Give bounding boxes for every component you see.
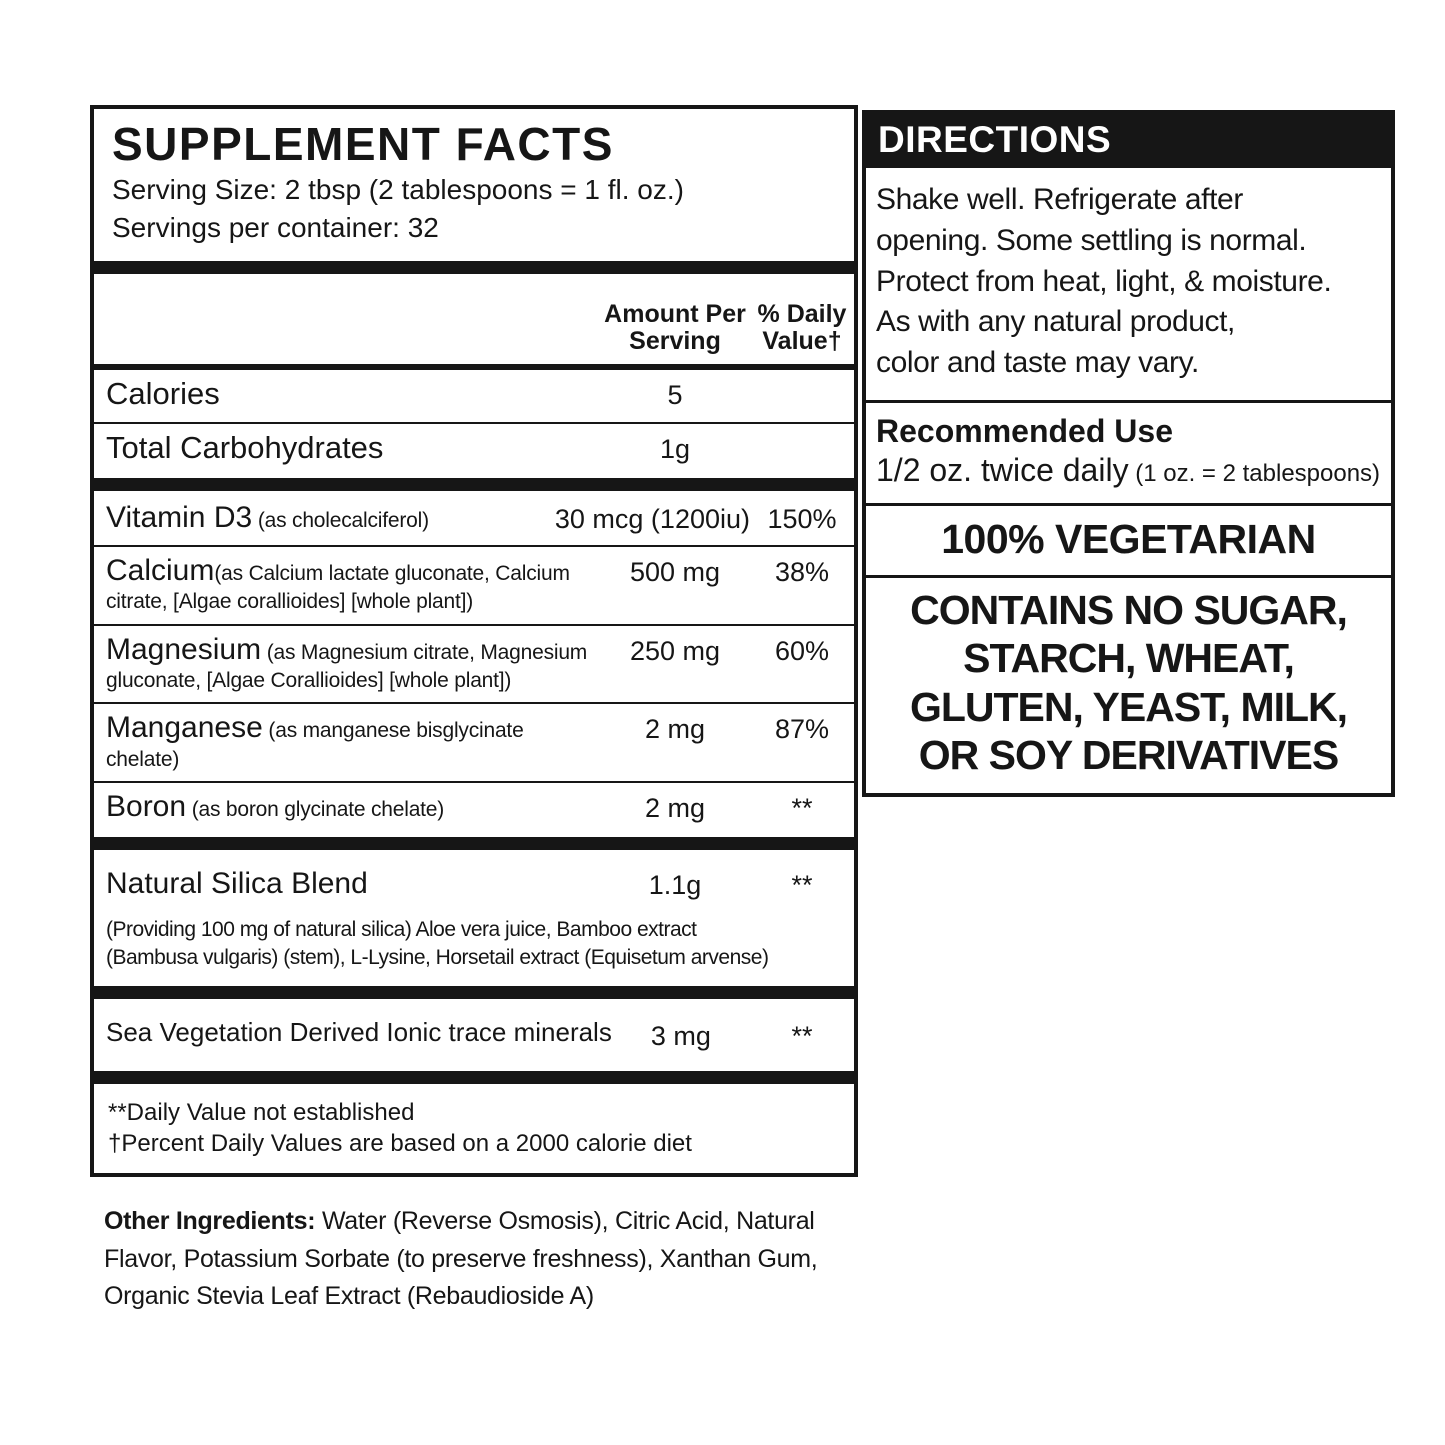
nutrient-amount: 3 mg [650,1020,711,1051]
vegetarian-banner: 100% VEGETARIAN [866,506,1391,578]
silica-section: Natural Silica Blend 1.1g ** (Providing … [94,853,854,983]
nutrient-dv: ** [791,793,813,824]
nutrient-amount: 5 [667,379,683,410]
thick-divider [94,1070,854,1084]
facts-title: SUPPLEMENT FACTS [112,118,614,170]
facts-header: SUPPLEMENT FACTS Serving Size: 2 tbsp (2… [94,109,854,258]
table-row-calcium: Calcium(as Calcium lactate gluconate, Ca… [94,544,854,624]
table-row-manganese: Manganese (as manganese bisglycinate che… [94,702,854,781]
silica-description: (Providing 100 mg of natural silica) Alo… [106,918,769,970]
directions-panel: DIRECTIONS Shake well. Refrigerate after… [862,110,1395,798]
nutrient-dv: 87% [774,714,830,745]
nutrient-amount: 2 mg [644,714,706,745]
nutrient-amount: 30 mcg (1200iu) [554,504,750,535]
nutrient-dv: ** [791,869,813,900]
nutrient-amount: 500 mg [629,556,721,587]
nutrient-name: Magnesium [106,632,262,666]
serving-size: Serving Size: 2 tbsp (2 tablespoons = 1 … [112,173,684,205]
nutrient-amount: 1.1g [648,869,702,900]
recommended-use-note: (1 oz. = 2 tablespoons) [1128,459,1381,487]
table-row-boron: Boron (as boron glycinate chelate) 2 mg … [94,781,854,834]
other-ingredients-label: Other Ingredients: [104,1207,316,1236]
left-column: SUPPLEMENT FACTS Serving Size: 2 tbsp (2… [90,105,858,1316]
nutrient-name: Natural Silica Blend [106,866,368,900]
table-row-sea-vegetation: Sea Vegetation Derived Ionic trace miner… [94,1002,854,1068]
nutrient-amount: 250 mg [629,635,721,666]
other-ingredients-text: Water (Reverse Osmosis), Citric Acid, Na… [104,1207,818,1311]
contains-banner: CONTAINS NO SUGAR, STARCH, WHEAT, GLUTEN… [909,586,1348,778]
nutrient-note: (as Magnesium citrate, Magnesium glucona… [106,640,588,693]
footnotes: **Daily Value not established †Percent D… [108,1098,692,1157]
nutrient-dv: 38% [774,556,830,587]
daily-value-header: % Daily Value† [757,300,847,355]
nutrient-dv: ** [791,1020,813,1051]
recommended-use-section: Recommended Use 1/2 oz. twice daily (1 o… [866,403,1391,506]
recommended-use-dose-line: 1/2 oz. twice daily (1 oz. = 2 tablespoo… [876,452,1387,489]
thick-divider [94,985,854,999]
nutrient-amount: 1g [659,433,691,464]
nutrient-name: Boron [106,790,187,824]
supplement-facts-panel: SUPPLEMENT FACTS Serving Size: 2 tbsp (2… [90,105,858,1178]
nutrient-name: Vitamin D3 [106,501,253,535]
nutrient-note: (as boron glycinate chelate) [186,798,445,822]
nutrient-name: Calcium [106,553,215,587]
thick-divider [94,478,854,492]
nutrient-dv [750,429,854,434]
nutrient-note: (as cholecalciferol) [252,509,429,533]
nutrient-name: Sea Vegetation Derived Ionic trace miner… [106,1016,612,1047]
recommended-use-title: Recommended Use [876,412,1173,449]
nutrient-note: (as manganese bisglycinate chelate) [106,719,524,771]
servings-per-container: Servings per container: 32 [112,211,439,243]
table-row-calories: Calories 5 [94,370,854,422]
nutrient-note: (as Calcium lactate gluconate, Calcium c… [106,561,570,614]
table-row-vitamin-d3: Vitamin D3 (as cholecalciferol) 30 mcg (… [94,494,854,545]
nutrient-amount: 2 mg [644,793,706,824]
recommended-use-dose: 1/2 oz. twice daily [876,451,1129,488]
other-ingredients: Other Ingredients: Water (Reverse Osmosi… [104,1203,834,1316]
amount-per-serving-header: Amount Per Serving [604,300,746,355]
table-row-magnesium: Magnesium (as Magnesium citrate, Magnesi… [94,623,854,703]
table-row-total-carbohydrates: Total Carbohydrates 1g [94,421,854,476]
column-headers: Amount Per Serving % Daily Value† [94,277,854,370]
thick-divider [94,836,854,850]
nutrient-name: Total Carbohydrates [106,429,384,465]
nutrient-dv [750,375,854,380]
nutrient-name: Manganese [106,711,263,745]
directions-header: DIRECTIONS [866,114,1391,168]
thick-divider [94,261,854,275]
nutrient-name: Calories [106,375,220,411]
nutrient-dv: 60% [774,635,830,666]
directions-body: Shake well. Refrigerate after opening. S… [866,168,1391,403]
table-row-natural-silica-blend: Natural Silica Blend 1.1g ** [94,853,854,911]
nutrient-dv: 150% [767,504,837,535]
